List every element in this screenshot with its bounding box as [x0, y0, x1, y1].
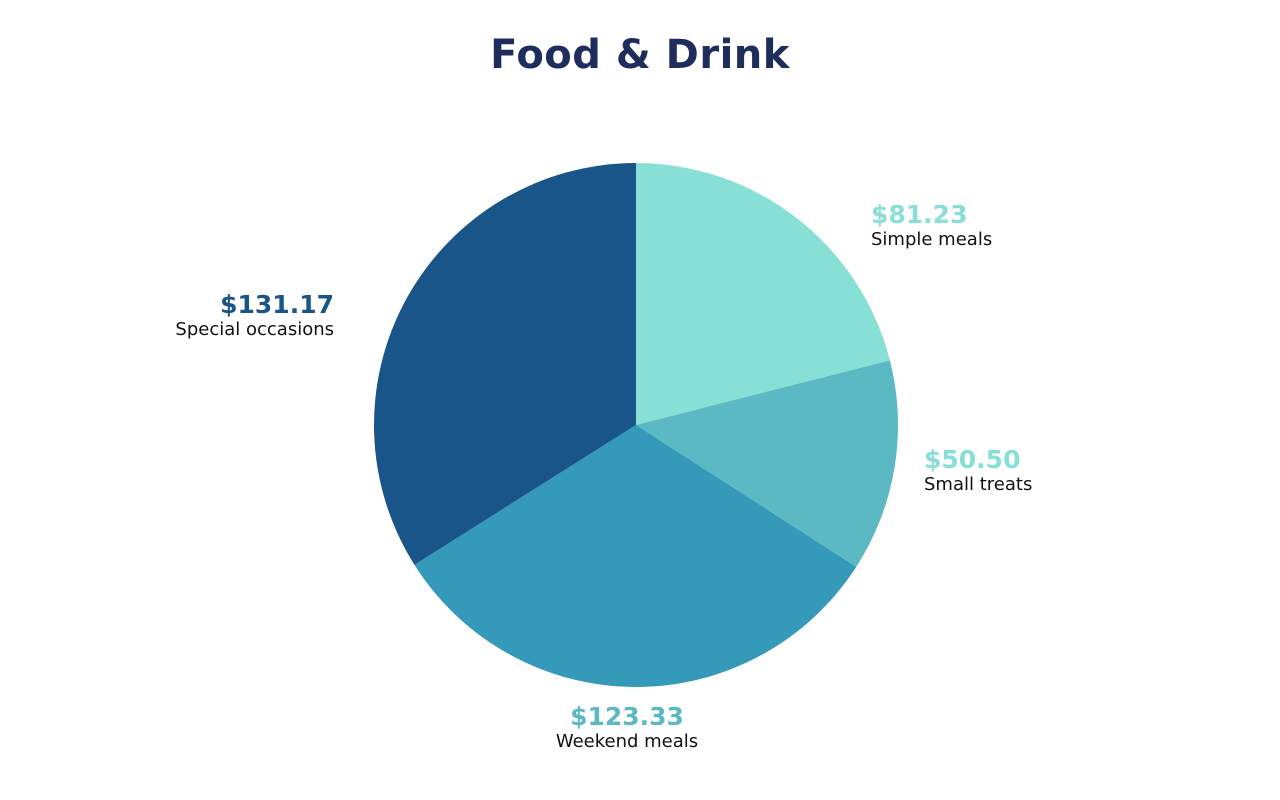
pie-slices [374, 163, 898, 688]
pie-slice-weekend-meals [414, 425, 857, 688]
pie-slice-small-treats [636, 360, 898, 567]
slice-value-simple-meals: $81.23 [871, 200, 968, 229]
slice-label-weekend-meals: $123.33 Weekend meals [527, 704, 727, 751]
slice-name-weekend-meals: Weekend meals [555, 731, 699, 752]
slice-label-special-occasions: $131.17 Special occasions [175, 292, 334, 339]
slice-name-special-occasions: Special occasions [175, 319, 334, 340]
slice-value-special-occasions: $131.17 [220, 290, 334, 319]
slice-name-simple-meals: Simple meals [871, 229, 993, 250]
slice-value-small-treats: $50.50 [924, 445, 1021, 474]
slice-value-weekend-meals: $123.33 [570, 702, 684, 731]
chart-title: Food & Drink [490, 32, 790, 78]
slice-name-small-treats: Small treats [924, 474, 1033, 495]
slice-label-simple-meals: $81.23 Simple meals [871, 202, 992, 249]
pie-slice-simple-meals [636, 163, 890, 425]
slice-label-small-treats: $50.50 Small treats [924, 447, 1032, 494]
pie-slice-special-occasions [374, 163, 636, 565]
